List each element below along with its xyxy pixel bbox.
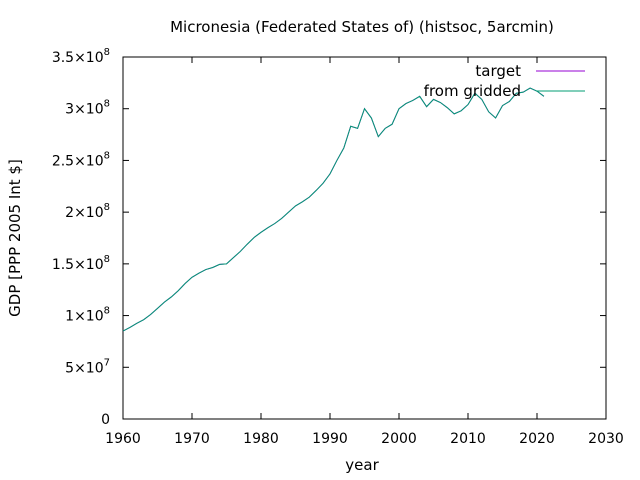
y-tick-exponent: 8: [104, 150, 110, 161]
y-axis: 05×1071×1081.5×1082×1082.5×1083×1083.5×1…: [52, 47, 606, 428]
x-axis-label: year: [345, 456, 379, 474]
x-tick-label: 2010: [450, 431, 486, 447]
legend: target from gridded: [424, 62, 585, 100]
y-tick-mantissa: 1.5×10: [52, 257, 104, 273]
x-tick-label: 1970: [174, 431, 210, 447]
legend-label: target: [475, 62, 521, 80]
x-tick-label: 1980: [243, 431, 279, 447]
series-lines: [122, 87, 545, 332]
y-tick-label: 5×107: [65, 357, 110, 376]
plot-frame: [122, 56, 607, 420]
x-tick-label: 2000: [381, 431, 417, 447]
y-tick-mantissa: 3.5×10: [52, 50, 104, 66]
y-tick-label: 3.5×108: [52, 47, 110, 66]
y-tick-label: 2.5×108: [52, 150, 110, 169]
y-tick-exponent: 8: [104, 47, 110, 58]
y-tick-label: 1.5×108: [52, 254, 110, 273]
chart-title: Micronesia (Federated States of) (histso…: [170, 18, 554, 36]
y-tick-label: 2×108: [65, 202, 110, 221]
y-tick-mantissa: 3×10: [65, 102, 103, 118]
x-tick-label: 2030: [588, 431, 624, 447]
y-tick-exponent: 8: [104, 306, 110, 317]
series-line-2: [122, 87, 545, 332]
y-tick-label: 0: [101, 412, 110, 428]
x-tick-label: 1990: [312, 431, 348, 447]
y-tick-mantissa: 0: [101, 412, 110, 428]
y-axis-label: GDP [PPP 2005 Int $]: [6, 159, 24, 317]
y-tick-exponent: 8: [104, 254, 110, 265]
x-tick-label: 2020: [519, 431, 555, 447]
y-tick-exponent: 8: [104, 202, 110, 213]
y-tick-exponent: 7: [104, 357, 110, 368]
y-tick-label: 3×108: [65, 99, 110, 118]
legend-label: from gridded: [424, 82, 521, 100]
y-tick-mantissa: 2×10: [65, 205, 103, 221]
y-tick-mantissa: 2.5×10: [52, 153, 104, 169]
y-tick-label: 1×108: [65, 306, 110, 325]
x-tick-label: 1960: [105, 431, 141, 447]
y-tick-mantissa: 1×10: [65, 309, 103, 325]
y-tick-mantissa: 5×10: [65, 360, 103, 376]
series-line-1: [122, 87, 545, 332]
y-tick-exponent: 8: [104, 99, 110, 110]
x-axis: 1960 1970 1980 1990 2000 2010 2020 2030: [105, 57, 624, 447]
